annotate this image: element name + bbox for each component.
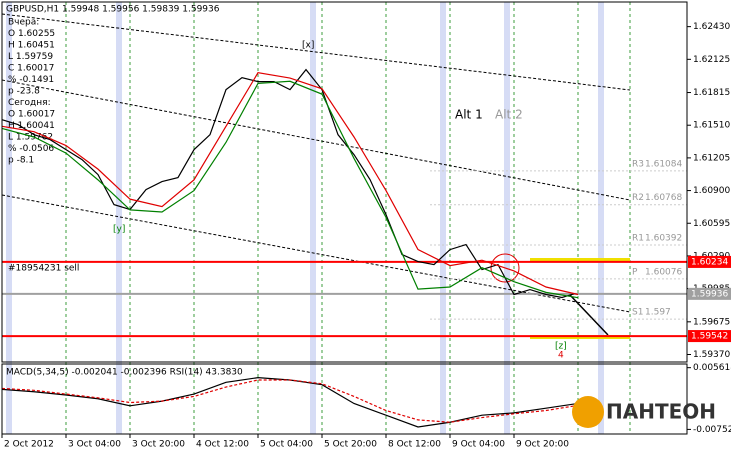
info-line: p -8.1: [8, 156, 34, 166]
level-box: [688, 330, 731, 343]
pivot-label: R3: [632, 159, 644, 169]
info-line: % -0.0506: [8, 144, 54, 154]
pivot-value: 1.60768: [645, 193, 682, 203]
info-line: O 1.60255: [8, 29, 55, 39]
annotation: Alt 2: [495, 108, 523, 122]
x-tick-label: 9 Oct 04:00: [452, 440, 505, 450]
session-bands: [6, 2, 604, 434]
price-line: [1, 80, 579, 299]
y-tick-label: 1.61205: [693, 153, 730, 163]
logo: ПАНТЕОН: [572, 396, 716, 428]
y-tick-label: 1.59675: [693, 317, 730, 327]
info-line: H 1.60041: [8, 121, 55, 131]
y-tick-label: 1.62430: [693, 22, 730, 32]
info-line: Сегодня:: [8, 98, 51, 108]
info-line: L 1.59759: [8, 52, 53, 62]
level-label: 1.60234: [691, 257, 728, 267]
macd-tick-label: -0.00752: [693, 425, 731, 435]
macd-title: MACD(5,34,5) -0.002041 -0.002396 RSI(14)…: [6, 368, 243, 378]
main-frame: [1, 1, 688, 363]
level-label: 1.59936: [691, 289, 728, 299]
x-tick-label: 4 Oct 12:00: [196, 440, 249, 450]
y-tick-label: 1.62125: [693, 55, 730, 65]
pivot-value: 1.597: [645, 308, 671, 318]
x-tick-label: 5 Oct 20:00: [324, 440, 377, 450]
price-line: [1, 68, 575, 299]
channel-lines: [1, 13, 631, 336]
level-box: [688, 255, 731, 268]
info-line: H 1.60451: [8, 41, 55, 51]
macd-tick-label: 0.005618: [693, 363, 731, 373]
x-tick-label: 8 Oct 12:00: [388, 440, 441, 450]
y-tick-label: 1.61510: [693, 121, 730, 131]
info-line: C 1.60017: [8, 64, 54, 74]
pivot-value: 1.61084: [645, 159, 682, 169]
level-box: [688, 287, 731, 300]
price-line: [1, 72, 579, 296]
info-line: Вчера:: [8, 18, 39, 28]
order-label: #18954231 sell: [8, 264, 79, 274]
x-tick-label: 3 Oct 20:00: [132, 440, 185, 450]
info-line: p -23.8: [8, 87, 40, 97]
x-tick-label: 9 Oct 20:00: [516, 440, 569, 450]
macd-frame: [1, 363, 688, 435]
pivot-label: S1: [632, 308, 643, 318]
info-line: L 1.59762: [8, 133, 53, 143]
wave-label: [x]: [302, 41, 314, 51]
info-line: % -0.1491: [8, 75, 54, 85]
pivot-label: P: [632, 267, 638, 277]
y-tick-label: 1.59370: [693, 350, 730, 360]
pivot-value: 1.60392: [645, 234, 682, 244]
macd-line: [1, 379, 579, 423]
level-label: 1.59542: [691, 332, 728, 342]
logo-text: ПАНТЕОН: [606, 400, 716, 424]
x-tick-label: 5 Oct 04:00: [260, 440, 313, 450]
y-tick-label: 1.60900: [693, 186, 730, 196]
wave-label: [z]: [555, 342, 567, 352]
wave-label: 4: [558, 351, 564, 361]
wave-label: [y]: [113, 225, 125, 235]
info-line: O 1.60017: [8, 110, 55, 120]
y-tick-label: 1.60595: [693, 219, 730, 229]
pivot-label: R2: [632, 193, 644, 203]
pivot-value: 1.60076: [645, 267, 682, 277]
annotation: Alt 1: [455, 108, 483, 122]
y-tick-label: 1.61815: [693, 88, 730, 98]
x-tick-label: 2 Oct 2012: [4, 440, 54, 450]
symbol-info: GBPUSD,H1 1.59948 1.59956 1.59839 1.5993…: [6, 5, 220, 15]
pivot-label: R1: [632, 234, 644, 244]
x-tick-label: 3 Oct 04:00: [68, 440, 121, 450]
target-zone: [530, 258, 630, 262]
